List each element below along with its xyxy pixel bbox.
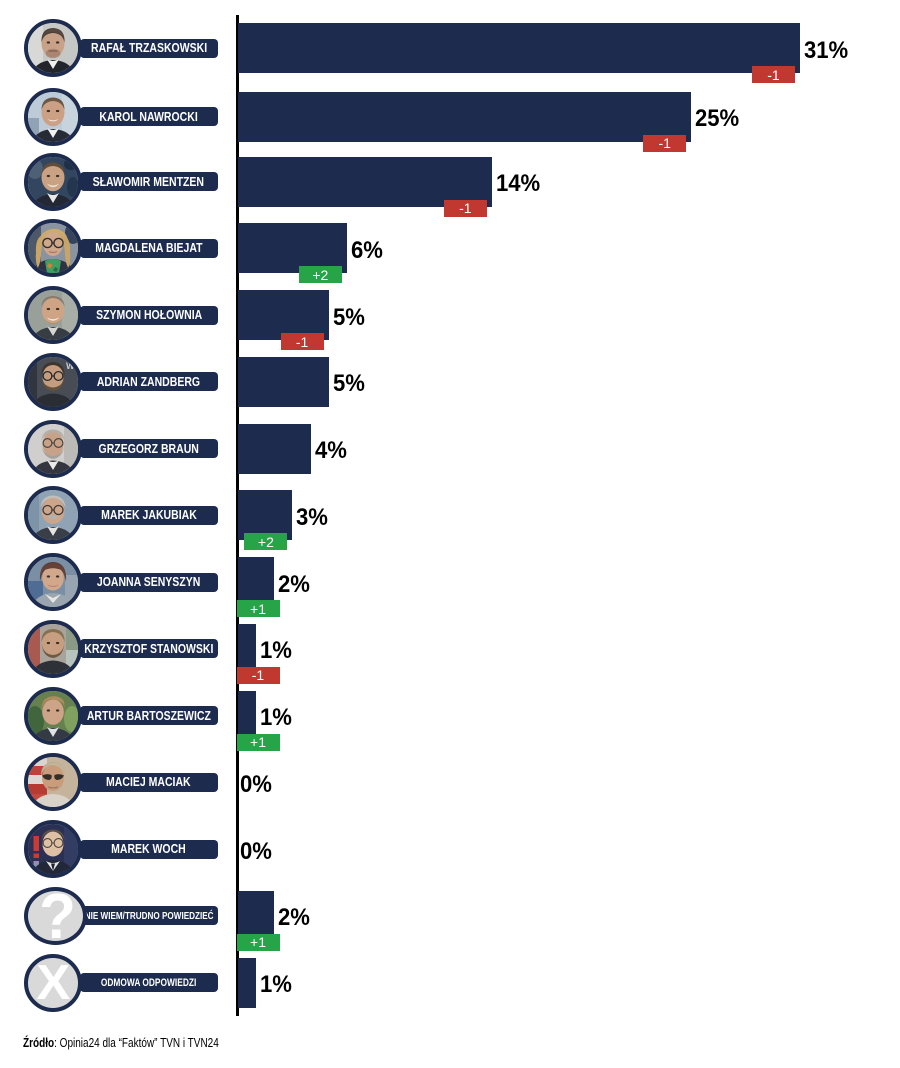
svg-text:W: W — [66, 361, 75, 371]
